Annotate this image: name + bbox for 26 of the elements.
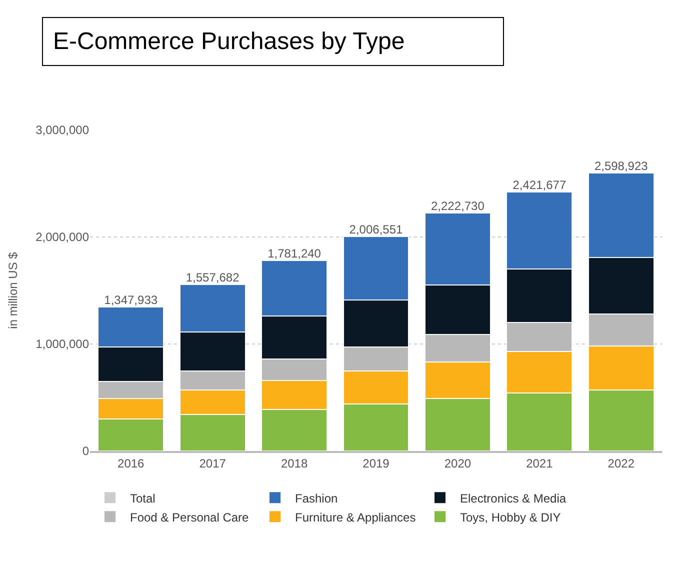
y-tick-label: 2,000,000	[36, 230, 90, 244]
total-label: 1,347,933	[104, 292, 158, 307]
legend-label: Electronics & Media	[460, 491, 566, 506]
total-label: 1,781,240	[268, 246, 322, 260]
x-tick-label: 2016	[118, 456, 145, 470]
y-tick-label: 1,000,000	[36, 337, 90, 352]
x-tick-label: 2019	[362, 456, 390, 470]
x-tick-label: 2022	[608, 456, 635, 470]
x-tick-label: 2020	[444, 456, 472, 470]
y-tick-label: 3,000,000	[36, 123, 90, 138]
x-tick-label: 2021	[526, 456, 554, 470]
y-axis-title: in million US $	[6, 252, 20, 329]
chart-title: E-Commerce Purchases by Type	[53, 28, 405, 55]
x-tick-label: 2017	[199, 456, 226, 470]
legend-label: Food & Personal Care	[130, 510, 250, 524]
total-label: 2,006,551	[349, 222, 404, 236]
legend-label: Furniture & Appliances	[295, 510, 416, 524]
y-tick-label: 0	[82, 444, 90, 458]
total-label: 2,222,730	[431, 199, 485, 214]
legend-label: Total	[130, 491, 156, 506]
legend-label: Fashion	[295, 491, 338, 506]
legend-label: Toys, Hobby & DIY	[460, 510, 561, 524]
total-label: 2,421,677	[512, 178, 566, 192]
x-tick-label: 2018	[280, 456, 308, 470]
total-label: 1,557,682	[186, 270, 240, 284]
total-label: 2,598,923	[594, 158, 648, 173]
